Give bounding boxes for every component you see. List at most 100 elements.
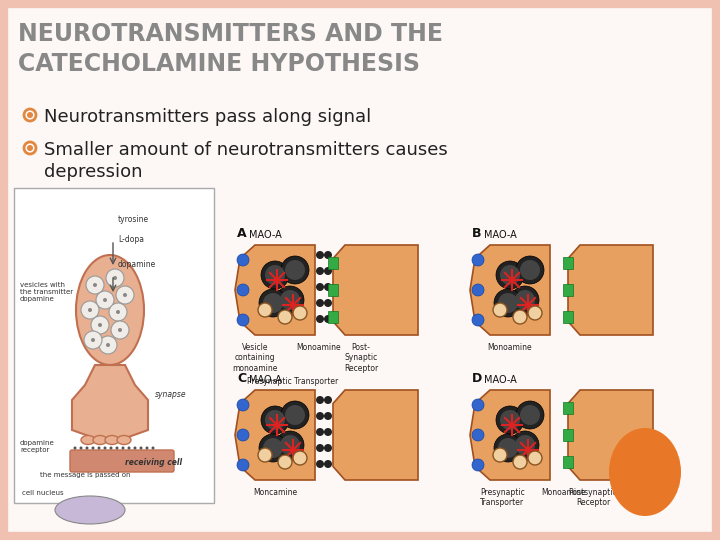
- Circle shape: [516, 256, 544, 284]
- FancyBboxPatch shape: [563, 284, 573, 296]
- Circle shape: [73, 447, 76, 449]
- Text: receiving cell: receiving cell: [125, 458, 182, 467]
- Text: the message is passed on: the message is passed on: [40, 472, 130, 478]
- Circle shape: [316, 460, 324, 468]
- Circle shape: [237, 284, 249, 296]
- Circle shape: [109, 303, 127, 321]
- Circle shape: [515, 435, 535, 455]
- Text: MAO-A: MAO-A: [484, 230, 517, 240]
- Text: CATECHOLAMINE HYPOTHESIS: CATECHOLAMINE HYPOTHESIS: [18, 52, 420, 76]
- Circle shape: [324, 283, 332, 291]
- Circle shape: [293, 451, 307, 465]
- Text: dopamine: dopamine: [118, 260, 156, 269]
- Circle shape: [472, 314, 484, 326]
- Text: MAO-A: MAO-A: [484, 375, 517, 385]
- Circle shape: [324, 251, 332, 259]
- Circle shape: [106, 269, 124, 287]
- Circle shape: [278, 310, 292, 324]
- Text: Neurotransmitters pass along signal: Neurotransmitters pass along signal: [44, 108, 372, 126]
- Text: MAO-A: MAO-A: [249, 230, 282, 240]
- Circle shape: [79, 447, 83, 449]
- Polygon shape: [568, 390, 653, 480]
- Ellipse shape: [609, 428, 681, 516]
- Circle shape: [324, 315, 332, 323]
- Circle shape: [263, 438, 283, 458]
- Circle shape: [265, 265, 285, 285]
- Text: B: B: [472, 227, 482, 240]
- Text: Monoamine: Monoamine: [541, 488, 586, 497]
- Circle shape: [258, 448, 272, 462]
- Circle shape: [111, 321, 129, 339]
- Circle shape: [515, 290, 535, 310]
- Circle shape: [115, 447, 119, 449]
- Circle shape: [281, 256, 309, 284]
- Circle shape: [494, 289, 522, 317]
- Circle shape: [140, 447, 143, 449]
- Circle shape: [98, 323, 102, 327]
- Text: Smaller amount of neurotransmitters causes: Smaller amount of neurotransmitters caus…: [44, 141, 448, 159]
- Circle shape: [472, 459, 484, 471]
- Circle shape: [106, 343, 110, 347]
- Circle shape: [116, 286, 134, 304]
- Polygon shape: [72, 365, 148, 440]
- Circle shape: [123, 293, 127, 297]
- Circle shape: [276, 431, 304, 459]
- Polygon shape: [333, 245, 418, 335]
- Circle shape: [324, 444, 332, 452]
- Text: Vesicle
containing
monoamine: Vesicle containing monoamine: [233, 343, 278, 373]
- Circle shape: [511, 286, 539, 314]
- Ellipse shape: [117, 435, 131, 444]
- Circle shape: [520, 405, 540, 425]
- Circle shape: [472, 284, 484, 296]
- Text: Presynaptic Transporter: Presynaptic Transporter: [248, 377, 338, 386]
- Circle shape: [93, 283, 97, 287]
- Circle shape: [109, 447, 112, 449]
- Circle shape: [99, 336, 117, 354]
- Polygon shape: [470, 245, 550, 335]
- Circle shape: [472, 429, 484, 441]
- Circle shape: [316, 444, 324, 452]
- Circle shape: [316, 412, 324, 420]
- Circle shape: [86, 276, 104, 294]
- Circle shape: [293, 306, 307, 320]
- Circle shape: [97, 447, 101, 449]
- FancyBboxPatch shape: [328, 284, 338, 296]
- Circle shape: [27, 112, 33, 118]
- Circle shape: [324, 267, 332, 275]
- Circle shape: [280, 290, 300, 310]
- Circle shape: [91, 316, 109, 334]
- Circle shape: [133, 447, 137, 449]
- Circle shape: [324, 460, 332, 468]
- Circle shape: [316, 267, 324, 275]
- FancyBboxPatch shape: [328, 257, 338, 269]
- Circle shape: [122, 447, 125, 449]
- Ellipse shape: [81, 435, 95, 444]
- Circle shape: [316, 315, 324, 323]
- Circle shape: [324, 299, 332, 307]
- Text: D: D: [472, 372, 482, 385]
- Circle shape: [513, 455, 527, 469]
- Circle shape: [500, 410, 520, 430]
- Circle shape: [285, 405, 305, 425]
- Circle shape: [258, 303, 272, 317]
- Circle shape: [237, 459, 249, 471]
- Circle shape: [103, 298, 107, 302]
- FancyBboxPatch shape: [328, 311, 338, 323]
- Circle shape: [237, 399, 249, 411]
- Circle shape: [324, 412, 332, 420]
- Circle shape: [324, 396, 332, 404]
- Circle shape: [259, 289, 287, 317]
- Circle shape: [285, 260, 305, 280]
- Polygon shape: [235, 245, 315, 335]
- Circle shape: [494, 434, 522, 462]
- Circle shape: [498, 438, 518, 458]
- FancyBboxPatch shape: [563, 456, 573, 468]
- Circle shape: [113, 276, 117, 280]
- FancyBboxPatch shape: [563, 311, 573, 323]
- Circle shape: [496, 406, 524, 434]
- Circle shape: [278, 455, 292, 469]
- Circle shape: [276, 286, 304, 314]
- Text: Post-
Synaptic
Receptor: Post- Synaptic Receptor: [344, 343, 378, 373]
- Circle shape: [498, 293, 518, 313]
- Circle shape: [500, 265, 520, 285]
